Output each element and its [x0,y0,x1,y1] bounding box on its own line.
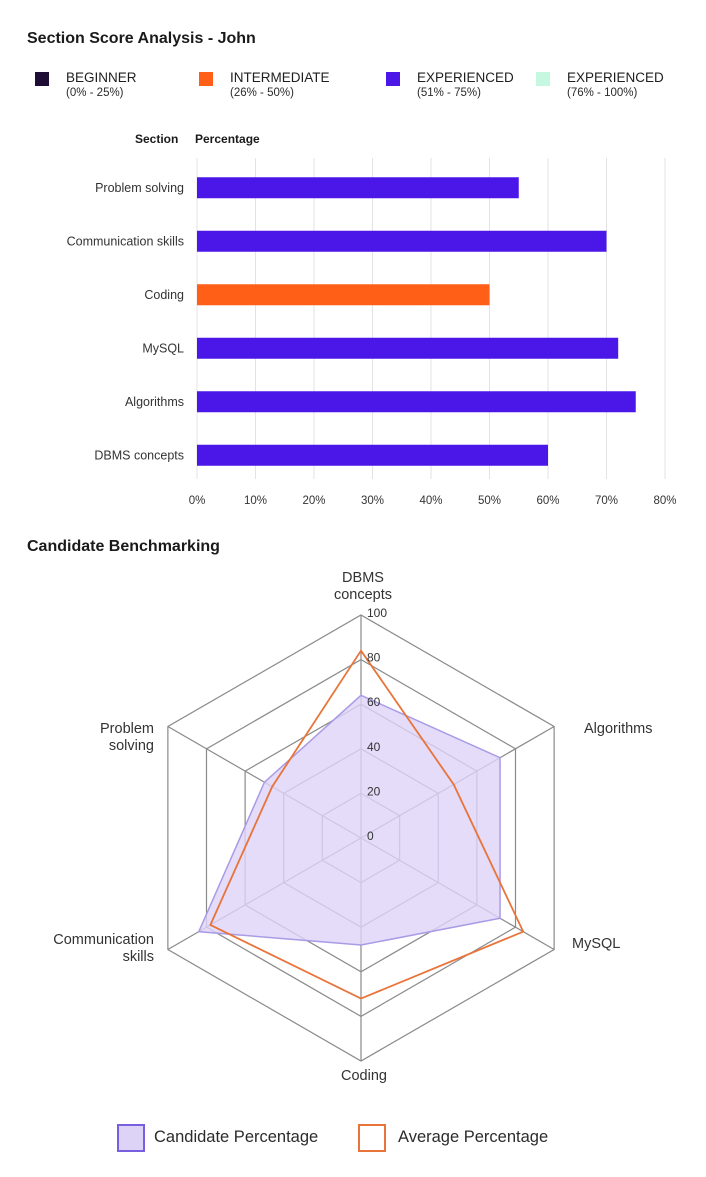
legend-swatch-experienced [386,72,400,86]
x-tick-label: 70% [595,495,618,507]
bar [197,284,490,306]
radar-tick-label: 100 [367,606,387,620]
radar-axis-label: concepts [334,587,392,603]
legend-range: (0% - 25%) [66,87,124,99]
bar-chart: 0% 10% 20% 30% 40% 50% 60% 70% 80% Problem solvin… [67,158,677,507]
radar-axis-label: Coding [341,1068,387,1084]
legend-swatch-beginner [35,72,49,86]
legend-name: EXPERIENCED [417,70,514,85]
radar-chart-title: Candidate Benchmarking [27,538,220,555]
radar-axis-label: Problem [100,721,154,737]
radar-axis-label: Communication [53,932,154,948]
legend-swatch-average [358,1124,386,1152]
legend-range: (76% - 100%) [567,87,638,99]
radar-tick-label: 80 [367,651,381,665]
category-label: Coding [144,288,184,302]
category-label: Communication skills [67,234,184,248]
radar-axis-label: solving [109,738,154,754]
radar-tick-label: 0 [367,829,374,843]
bar [197,230,607,252]
legend-swatch-candidate [117,1124,145,1152]
category-label: Algorithms [125,395,184,409]
radar-tick-label: 20 [367,784,381,798]
x-tick-label: 40% [419,495,442,507]
average-series [209,649,525,1000]
bar [197,337,619,359]
radar-tick-label: 60 [367,695,381,709]
legend-swatch-experienced-high [536,72,550,86]
legend-name: BEGINNER [66,70,137,85]
category-label: MySQL [142,341,184,355]
x-tick-label: 80% [653,495,676,507]
radar-axis-label: Algorithms [584,721,653,737]
legend-name: EXPERIENCED [567,70,664,85]
x-tick-label: 20% [302,495,325,507]
category-label: DBMS concepts [94,448,184,462]
x-tick-label: 50% [478,495,501,507]
x-tick-label: 0% [189,495,206,507]
legend-swatch-intermediate [199,72,213,86]
legend-range: (26% - 50%) [230,87,294,99]
bar [197,391,636,413]
x-tick-label: 30% [361,495,384,507]
radar-axis-label: skills [123,949,154,965]
candidate-series [197,694,501,946]
legend-range: (51% - 75%) [417,87,481,99]
bar-chart-title: Section Score Analysis - John [27,30,256,47]
x-tick-label: 60% [536,495,559,507]
bar [197,444,548,466]
column-header-percentage: Percentage [195,132,260,146]
category-label: Problem solving [95,181,184,195]
radar-axis-label: MySQL [572,936,620,952]
legend-label-average: Average Percentage [398,1128,549,1146]
radar-tick-label: 40 [367,740,381,754]
radar-axis-label: DBMS [342,570,384,586]
legend-label-candidate: Candidate Percentage [154,1128,319,1146]
x-tick-label: 10% [244,495,267,507]
bar [197,177,519,199]
column-header-section: Section [135,132,179,146]
legend-name: INTERMEDIATE [230,70,330,85]
